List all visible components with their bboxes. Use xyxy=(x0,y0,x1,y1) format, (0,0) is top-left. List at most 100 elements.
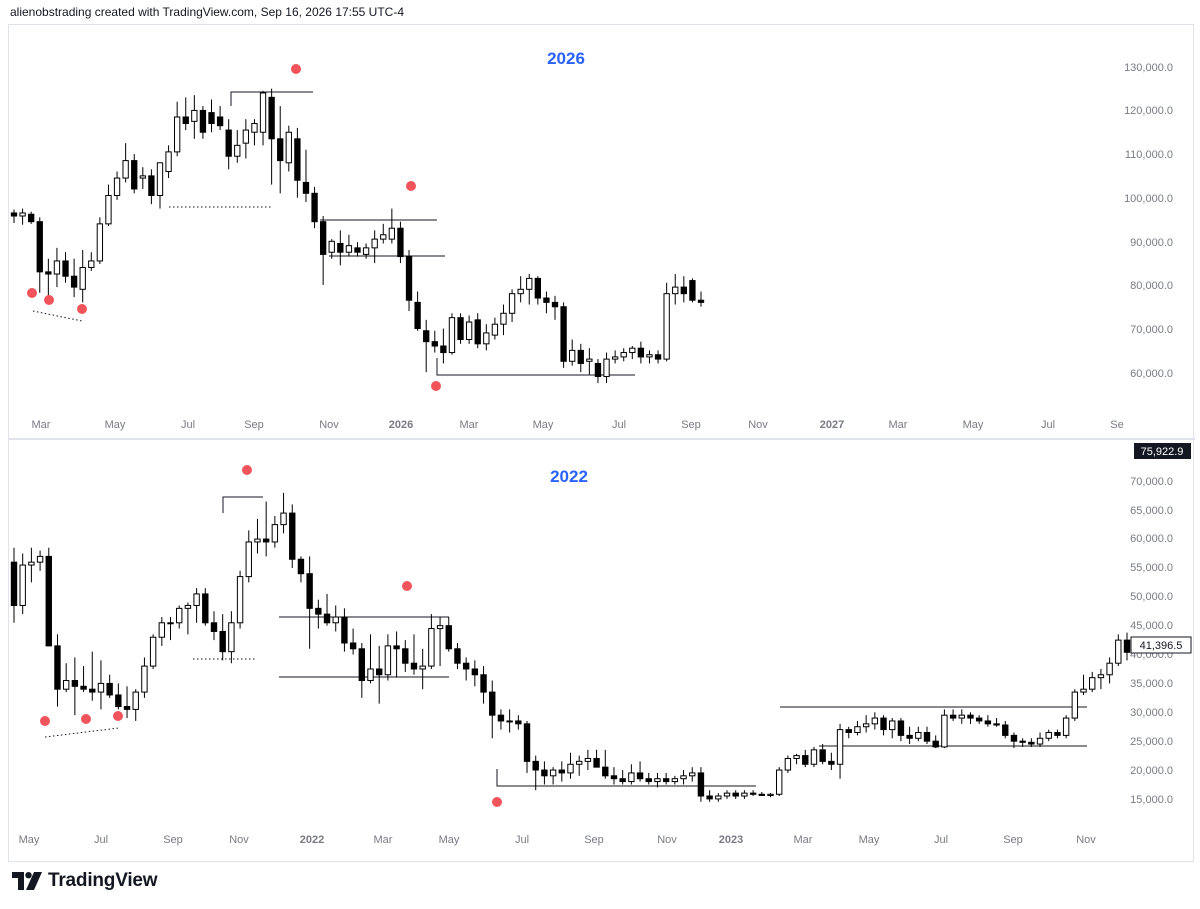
candle-up[interactable] xyxy=(36,555,44,563)
candle-down[interactable] xyxy=(828,760,835,765)
candle-down[interactable] xyxy=(297,558,305,575)
candle-up[interactable] xyxy=(871,717,879,725)
candle-up[interactable] xyxy=(1071,691,1079,719)
candle-down[interactable] xyxy=(497,714,505,722)
candle-down[interactable] xyxy=(431,341,438,347)
candle-down[interactable] xyxy=(216,116,224,127)
candle-down[interactable] xyxy=(70,275,78,288)
candle-up[interactable] xyxy=(569,349,576,362)
candle-down[interactable] xyxy=(454,648,461,664)
candle-down[interactable] xyxy=(984,720,992,725)
candle-up[interactable] xyxy=(367,668,374,682)
candle-down[interactable] xyxy=(219,630,226,653)
candle-down[interactable] xyxy=(337,242,344,253)
candle-down[interactable] xyxy=(182,116,189,125)
candle-down[interactable] xyxy=(523,723,531,762)
candle-down[interactable] xyxy=(654,354,662,360)
candle-down[interactable] xyxy=(619,778,626,783)
candle-up[interactable] xyxy=(184,604,192,609)
candle-down[interactable] xyxy=(697,772,705,797)
candles-bottom[interactable] xyxy=(10,492,1131,802)
candle-down[interactable] xyxy=(534,277,541,299)
candle-down[interactable] xyxy=(906,734,913,739)
candle-down[interactable] xyxy=(577,349,584,364)
candle-up[interactable] xyxy=(113,177,121,197)
candle-down[interactable] xyxy=(593,757,600,768)
candle-down[interactable] xyxy=(123,706,131,710)
candle-down[interactable] xyxy=(637,347,645,358)
candle-down[interactable] xyxy=(277,138,284,162)
candle-up[interactable] xyxy=(836,729,844,765)
candle-down[interactable] xyxy=(323,613,331,624)
candle-up[interactable] xyxy=(465,321,473,340)
candle-up[interactable] xyxy=(236,576,244,624)
candle-up[interactable] xyxy=(854,726,861,734)
candle-up[interactable] xyxy=(448,317,456,354)
candle-up[interactable] xyxy=(500,312,507,325)
candle-down[interactable] xyxy=(354,247,361,253)
candle-up[interactable] xyxy=(508,293,516,314)
candle-down[interactable] xyxy=(560,306,567,362)
candle-down[interactable] xyxy=(975,717,983,722)
candle-down[interactable] xyxy=(440,345,447,354)
candle-down[interactable] xyxy=(558,769,566,774)
divergence-line[interactable] xyxy=(44,727,120,738)
candle-down[interactable] xyxy=(802,755,809,765)
candle-down[interactable] xyxy=(410,662,418,670)
candle-down[interactable] xyxy=(262,538,270,543)
candle-up[interactable] xyxy=(549,769,557,777)
candle-down[interactable] xyxy=(210,622,218,632)
y-axis-top[interactable]: 130,000.0 120,000.0 110,000.0 100,000.0 … xyxy=(1124,62,1173,380)
candle-up[interactable] xyxy=(139,175,146,179)
candle-down[interactable] xyxy=(302,181,310,194)
candle-down[interactable] xyxy=(341,616,348,644)
candle-down[interactable] xyxy=(315,607,322,615)
candle-down[interactable] xyxy=(610,775,618,780)
candle-up[interactable] xyxy=(575,760,583,765)
candle-down[interactable] xyxy=(45,271,52,275)
candle-up[interactable] xyxy=(723,792,731,797)
candle-down[interactable] xyxy=(758,793,765,796)
candle-up[interactable] xyxy=(1097,674,1105,679)
candle-down[interactable] xyxy=(311,192,318,223)
candle-down[interactable] xyxy=(880,717,887,731)
candle-down[interactable] xyxy=(594,362,602,378)
candle-up[interactable] xyxy=(388,227,396,240)
candle-up[interactable] xyxy=(96,223,104,262)
candle-up[interactable] xyxy=(62,680,70,690)
candle-down[interactable] xyxy=(414,301,421,330)
annotations-bottom[interactable] xyxy=(44,496,1087,787)
candle-up[interactable] xyxy=(784,757,792,771)
candle-down[interactable] xyxy=(457,317,464,340)
candle-down[interactable] xyxy=(423,330,430,343)
candle-up[interactable] xyxy=(174,116,181,153)
candle-down[interactable] xyxy=(949,714,957,719)
candle-up[interactable] xyxy=(428,628,435,667)
candle-down[interactable] xyxy=(732,792,739,797)
candle-down[interactable] xyxy=(106,682,113,696)
candle-up[interactable] xyxy=(671,778,679,783)
candle-up[interactable] xyxy=(156,162,164,197)
candle-up[interactable] xyxy=(419,665,426,670)
candle-down[interactable] xyxy=(71,680,79,687)
candle-up[interactable] xyxy=(1115,639,1122,664)
candle-down[interactable] xyxy=(148,175,155,197)
candle-down[interactable] xyxy=(294,138,301,181)
candle-down[interactable] xyxy=(680,286,687,295)
candle-up[interactable] xyxy=(19,212,26,217)
candle-up[interactable] xyxy=(53,260,61,275)
chart-area[interactable]: 2026 2022 130,000.0 120,000.0 110,000.0 … xyxy=(8,24,1195,862)
candle-up[interactable] xyxy=(611,356,619,360)
candle-down[interactable] xyxy=(349,642,357,650)
x-axis-top[interactable]: Mar May Jul Sep Nov 2026 Mar May Jul Sep… xyxy=(32,419,1124,431)
candle-down[interactable] xyxy=(289,512,296,560)
candle-up[interactable] xyxy=(79,266,86,290)
candle-down[interactable] xyxy=(89,688,96,693)
candle-up[interactable] xyxy=(285,131,292,164)
candle-down[interactable] xyxy=(405,256,413,301)
candle-up[interactable] xyxy=(767,793,774,796)
candle-up[interactable] xyxy=(371,238,378,249)
candle-up[interactable] xyxy=(526,277,533,290)
candle-up[interactable] xyxy=(646,354,653,358)
candle-down[interactable] xyxy=(897,720,905,736)
